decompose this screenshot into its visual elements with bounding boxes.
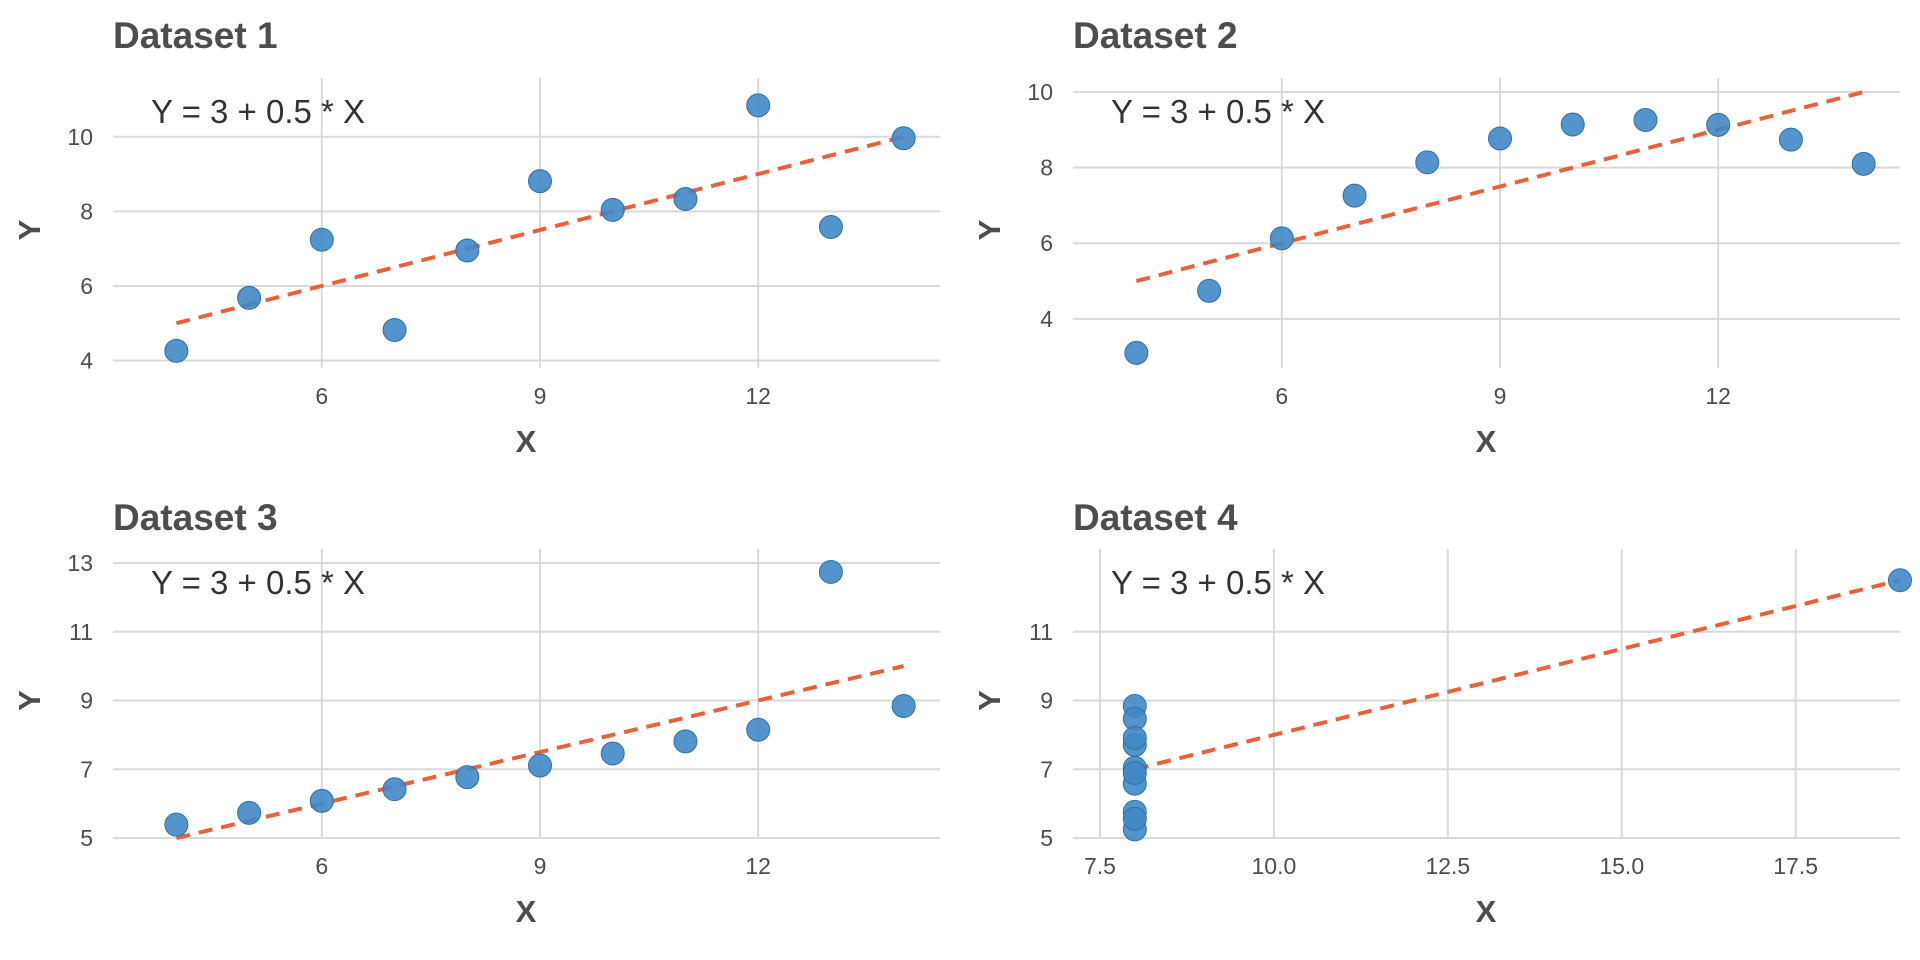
dataset-4-panel: 5 7 9 11 7.5 10.0 12.5 15.0 17.5 Dataset 4 X Y Y = 3… xyxy=(972,497,1912,929)
data-point xyxy=(891,126,916,151)
panel-title: Dataset 2 xyxy=(1073,15,1238,56)
y-tick-label: 10 xyxy=(67,124,93,150)
dataset-3-panel: 5 7 9 11 13 6 9 12 Dataset 3 X Y Y = 3 + 0.5 * X xyxy=(12,497,940,929)
data-point xyxy=(237,800,262,825)
data-point xyxy=(746,717,771,742)
data-point xyxy=(1124,340,1149,365)
data-point xyxy=(164,812,189,837)
data-point xyxy=(1706,112,1731,137)
equation-annotation: Y = 3 + 0.5 * X xyxy=(151,564,365,601)
x-tick-label: 12 xyxy=(1705,383,1731,409)
x-axis-label: X xyxy=(1476,894,1497,929)
data-point xyxy=(455,238,480,263)
data-point xyxy=(1778,127,1803,152)
x-tick-label: 9 xyxy=(534,853,547,879)
data-point xyxy=(1488,126,1512,151)
y-tick-label: 9 xyxy=(80,688,93,714)
equation-annotation: Y = 3 + 0.5 * X xyxy=(1111,564,1325,601)
x-tick-label: 6 xyxy=(315,383,328,409)
data-point xyxy=(1342,183,1367,208)
regression-line xyxy=(1135,90,1865,283)
y-tick-label: 5 xyxy=(80,825,93,851)
data-point xyxy=(673,729,698,754)
data-point xyxy=(1633,107,1658,132)
y-tick-label: 7 xyxy=(80,756,93,782)
data-point xyxy=(1888,568,1912,593)
data-point xyxy=(237,285,262,310)
x-tick-label: 17.5 xyxy=(1773,853,1818,879)
data-point xyxy=(818,215,843,240)
y-axis-label: Y xyxy=(972,690,1007,711)
data-point xyxy=(600,741,625,766)
y-tick-label: 6 xyxy=(1040,230,1053,256)
y-tick-label: 6 xyxy=(80,273,93,299)
data-point xyxy=(382,777,407,802)
x-tick-label: 12.5 xyxy=(1425,853,1470,879)
y-axis-label: Y xyxy=(12,219,47,240)
data-point xyxy=(818,559,843,584)
y-tick-label: 11 xyxy=(69,619,93,645)
data-point xyxy=(1122,725,1147,750)
dataset-2-panel: 4 6 8 10 6 9 12 Dataset 2 X Y Y = 3 + 0.5 * X xyxy=(972,15,1900,459)
regression-line xyxy=(175,664,905,840)
data-point xyxy=(455,765,480,790)
data-point xyxy=(1269,226,1294,251)
regression-line xyxy=(175,134,905,326)
y-tick-label: 11 xyxy=(1029,619,1053,645)
x-tick-label: 6 xyxy=(1275,383,1288,409)
data-point xyxy=(600,197,625,222)
y-tick-label: 4 xyxy=(80,348,93,374)
x-tick-label: 6 xyxy=(315,853,328,879)
data-point xyxy=(382,317,407,342)
y-tick-label: 8 xyxy=(80,198,93,224)
x-tick-label: 12 xyxy=(745,383,771,409)
data-point xyxy=(891,694,916,718)
x-tick-label: 9 xyxy=(534,383,547,409)
x-axis-label: X xyxy=(516,424,537,459)
data-point xyxy=(1415,150,1440,175)
y-axis-label: Y xyxy=(972,219,1007,240)
x-tick-label: 10.0 xyxy=(1252,853,1297,879)
x-axis-label: X xyxy=(516,894,537,929)
y-tick-label: 7 xyxy=(1040,756,1053,782)
equation-annotation: Y = 3 + 0.5 * X xyxy=(1111,93,1325,130)
panel-title: Dataset 3 xyxy=(113,497,278,538)
x-tick-label: 7.5 xyxy=(1084,853,1116,879)
x-tick-label: 15.0 xyxy=(1599,853,1644,879)
y-tick-label: 13 xyxy=(67,550,93,576)
data-point xyxy=(528,753,552,778)
regression-line xyxy=(1134,578,1901,772)
equation-annotation: Y = 3 + 0.5 * X xyxy=(151,93,365,130)
data-point xyxy=(1560,112,1585,137)
x-tick-label: 12 xyxy=(745,853,771,879)
panel-title: Dataset 4 xyxy=(1073,497,1238,538)
data-point xyxy=(528,169,552,194)
data-point xyxy=(309,227,334,252)
data-point xyxy=(309,788,334,813)
data-point xyxy=(1122,806,1147,831)
data-point xyxy=(1851,151,1876,176)
data-point xyxy=(1197,278,1222,303)
data-point xyxy=(673,187,698,212)
dataset-1-panel: 4 6 8 10 6 9 12 Dataset 1 X Y Y = 3 + 0.5 * X xyxy=(12,15,940,459)
y-tick-label: 10 xyxy=(1027,79,1053,105)
data-point xyxy=(1122,761,1147,786)
y-tick-label: 4 xyxy=(1040,306,1053,332)
y-tick-label: 8 xyxy=(1040,155,1053,181)
y-axis-label: Y xyxy=(12,690,47,711)
x-tick-label: 9 xyxy=(1494,383,1507,409)
data-point xyxy=(164,338,189,363)
x-axis-label: X xyxy=(1476,424,1497,459)
data-point xyxy=(746,93,771,118)
y-tick-label: 5 xyxy=(1040,825,1053,851)
y-tick-label: 9 xyxy=(1040,688,1053,714)
panel-title: Dataset 1 xyxy=(113,15,278,56)
